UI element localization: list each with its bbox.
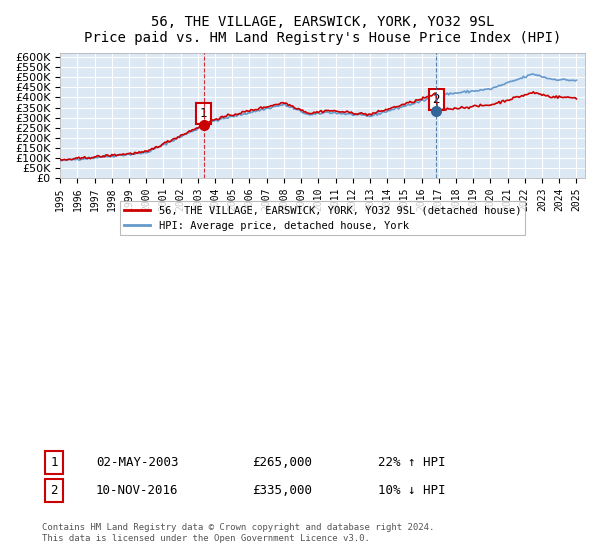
Text: £335,000: £335,000 — [252, 483, 312, 497]
Title: 56, THE VILLAGE, EARSWICK, YORK, YO32 9SL
Price paid vs. HM Land Registry's Hous: 56, THE VILLAGE, EARSWICK, YORK, YO32 9S… — [84, 15, 561, 45]
Text: 2: 2 — [433, 93, 440, 106]
Text: Contains HM Land Registry data © Crown copyright and database right 2024.
This d: Contains HM Land Registry data © Crown c… — [42, 524, 434, 543]
Text: 10-NOV-2016: 10-NOV-2016 — [96, 483, 179, 497]
Text: 1: 1 — [200, 107, 207, 120]
Text: 22% ↑ HPI: 22% ↑ HPI — [378, 455, 445, 469]
Text: 10% ↓ HPI: 10% ↓ HPI — [378, 483, 445, 497]
Text: £265,000: £265,000 — [252, 455, 312, 469]
Text: 02-MAY-2003: 02-MAY-2003 — [96, 455, 179, 469]
Text: 1: 1 — [50, 455, 58, 469]
Text: 2: 2 — [50, 483, 58, 497]
Legend: 56, THE VILLAGE, EARSWICK, YORK, YO32 9SL (detached house), HPI: Average price, : 56, THE VILLAGE, EARSWICK, YORK, YO32 9S… — [120, 201, 525, 235]
